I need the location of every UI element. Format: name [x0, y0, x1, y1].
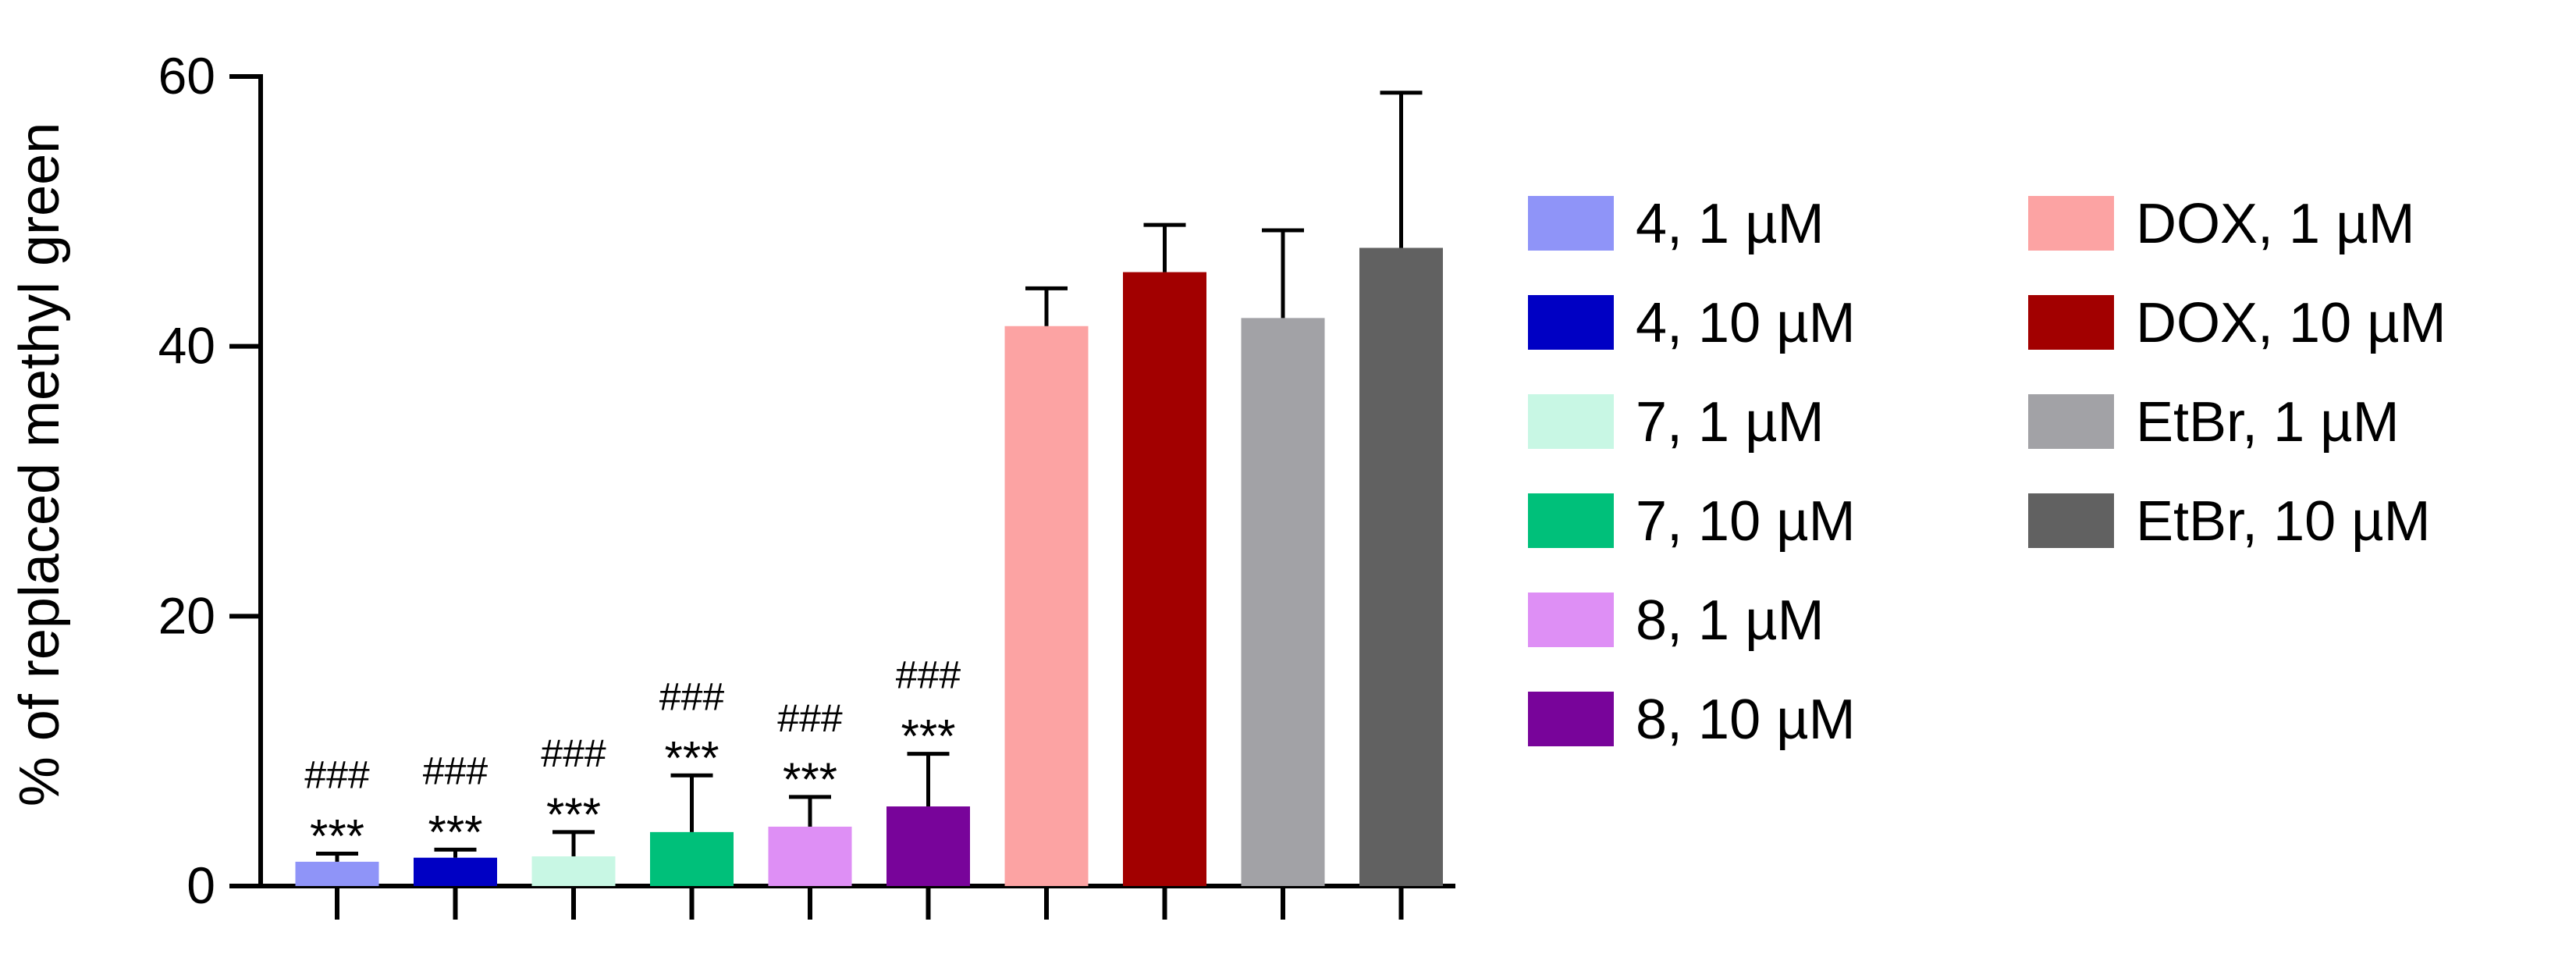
significance-hashes: ###	[659, 674, 725, 718]
significance-stars: ***	[546, 788, 601, 841]
legend-swatch	[1528, 394, 1614, 449]
significance-hashes: ###	[777, 696, 843, 740]
bar	[1004, 326, 1089, 886]
bar	[295, 861, 379, 886]
legend-label: EtBr, 1 µM	[2136, 391, 2400, 454]
legend-label: 4, 10 µM	[1636, 292, 1856, 354]
bars	[295, 91, 1443, 887]
bar	[768, 826, 852, 886]
y-tick-label: 60	[158, 47, 215, 105]
bar	[1123, 272, 1206, 886]
y-tick-label: 0	[187, 856, 215, 914]
significance-hashes: ###	[896, 653, 961, 697]
significance-hashes: ###	[423, 749, 489, 792]
bar	[1241, 318, 1325, 886]
legend-swatch	[1528, 196, 1614, 251]
bar	[1359, 247, 1443, 887]
legend-swatch	[2028, 394, 2114, 449]
legend-label: 8, 1 µM	[1636, 589, 1825, 652]
legend-swatch	[1528, 493, 1614, 548]
significance-hashes: ###	[541, 731, 606, 775]
legend-swatch	[2028, 493, 2114, 548]
legend-swatch	[1528, 295, 1614, 350]
bar	[414, 857, 497, 886]
significance-stars: ***	[664, 731, 719, 784]
legend-label: DOX, 1 µM	[2136, 193, 2415, 255]
legend-label: DOX, 10 µM	[2136, 292, 2446, 354]
legend-label: EtBr, 10 µM	[2136, 490, 2431, 553]
legend-swatch	[1528, 593, 1614, 647]
significance-stars: ***	[310, 810, 364, 863]
significance-marks: *** ### *** ### *** ### *** ### *** ### *** ###	[304, 653, 961, 863]
legend-swatch	[1528, 692, 1614, 746]
significance-hashes: ###	[304, 753, 370, 797]
legend-label: 8, 10 µM	[1636, 689, 1856, 751]
y-axis-label: % of replaced methyl green	[9, 123, 71, 806]
bar	[650, 831, 734, 886]
significance-stars: ***	[901, 710, 955, 763]
legend-label: 7, 10 µM	[1636, 490, 1856, 553]
y-tick-label: 20	[158, 586, 215, 644]
legend: 4, 1 µM 4, 10 µM 7, 1 µM 7, 10 µM 8, 1 µM 8, …	[1528, 193, 2446, 751]
significance-stars: ***	[783, 753, 837, 806]
legend-swatch	[2028, 295, 2114, 350]
bar	[886, 806, 970, 886]
legend-label: 7, 1 µM	[1636, 391, 1825, 454]
legend-label: 4, 1 µM	[1636, 193, 1825, 255]
legend-swatch	[2028, 196, 2114, 251]
significance-stars: ***	[428, 806, 482, 858]
bar	[531, 856, 616, 886]
y-tick-label: 40	[158, 317, 215, 375]
